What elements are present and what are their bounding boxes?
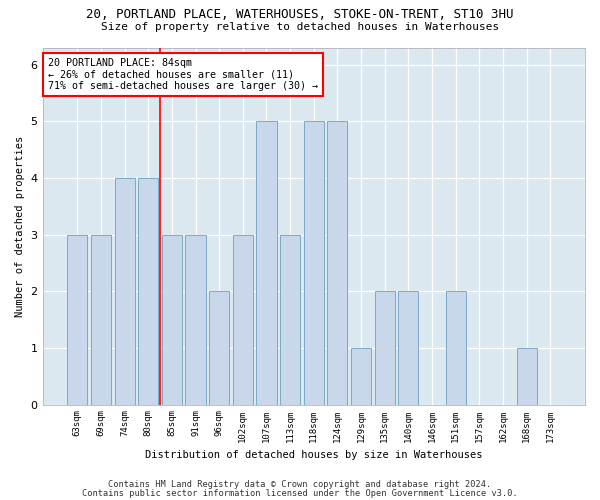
Bar (446, 291, 466, 405)
Y-axis label: Number of detached properties: Number of detached properties (15, 136, 25, 316)
Bar (328, 121, 347, 405)
Text: 20, PORTLAND PLACE, WATERHOUSES, STOKE-ON-TRENT, ST10 3HU: 20, PORTLAND PLACE, WATERHOUSES, STOKE-O… (86, 8, 514, 20)
Text: Contains HM Land Registry data © Crown copyright and database right 2024.: Contains HM Land Registry data © Crown c… (109, 480, 491, 489)
Bar (115, 178, 134, 404)
Text: 20 PORTLAND PLACE: 84sqm
← 26% of detached houses are smaller (11)
71% of semi-d: 20 PORTLAND PLACE: 84sqm ← 26% of detach… (48, 58, 318, 92)
Bar (304, 121, 324, 405)
X-axis label: Distribution of detached houses by size in Waterhouses: Distribution of detached houses by size … (145, 450, 482, 460)
Bar (517, 348, 536, 405)
Bar (185, 234, 206, 404)
Bar (256, 121, 277, 405)
Bar (138, 178, 158, 404)
Bar (162, 234, 182, 404)
Bar (398, 291, 418, 405)
Bar (67, 234, 88, 404)
Text: Contains public sector information licensed under the Open Government Licence v3: Contains public sector information licen… (82, 489, 518, 498)
Text: Size of property relative to detached houses in Waterhouses: Size of property relative to detached ho… (101, 22, 499, 32)
Bar (280, 234, 300, 404)
Bar (233, 234, 253, 404)
Bar (91, 234, 111, 404)
Bar (351, 348, 371, 405)
Bar (374, 291, 395, 405)
Bar (209, 291, 229, 405)
